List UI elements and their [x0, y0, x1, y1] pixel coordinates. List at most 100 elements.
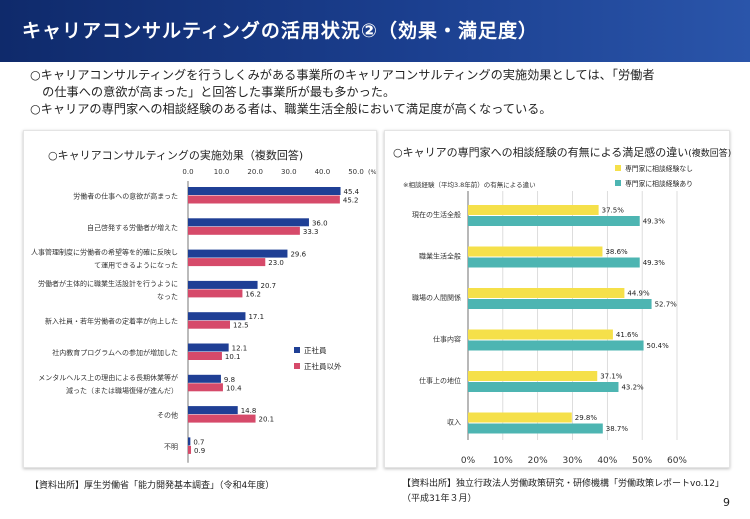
- data-label: 49.3%: [643, 218, 666, 226]
- category-label: 新入社員・若年労働者の定着率が向上した: [45, 317, 178, 326]
- bar: [188, 383, 223, 392]
- x-tick-label: 10%: [493, 456, 513, 466]
- data-label: 50.4%: [647, 342, 670, 350]
- category-label: 仕事上の地位: [419, 376, 461, 385]
- bar: [188, 195, 340, 204]
- x-tick-label: 60%: [667, 456, 687, 466]
- data-label: 37.5%: [602, 207, 625, 215]
- x-tick-label: 20.0: [247, 168, 263, 176]
- data-label: 44.9%: [627, 290, 650, 298]
- data-label: 36.0: [312, 219, 328, 227]
- title-bar: キャリアコンサルティングの活用状況②（効果・満足度）: [0, 0, 750, 62]
- bar: [188, 406, 238, 415]
- bar: [468, 299, 652, 309]
- left-chart-svg: 0.0 10.0 20.0 30.0 40.0 50.0 (%) 労働者の仕事への意欲が高まっ…: [31, 168, 376, 463]
- legend-label: 専門家に相談経験あり: [625, 179, 693, 188]
- legend-label: 専門家に相談経験なし: [625, 164, 693, 173]
- summary-bullets: ○キャリアコンサルティングを行うしくみがある事業所のキャリアコンサルティングの実…: [30, 67, 730, 118]
- bar: [188, 445, 192, 454]
- category-label: て運用できるようになった: [94, 261, 178, 270]
- right-chart-title-main: ○キャリアの専門家への相談経験の有無による満足感の違い: [393, 146, 689, 159]
- legend-swatch: [615, 165, 621, 171]
- category-label: 人事管理制度に労働者の希望等を的確に反映し: [31, 248, 178, 257]
- right-chart-title: ○キャリアの専門家への相談経験の有無による満足感の違い(複数回答): [393, 144, 731, 160]
- x-tick-label: 30%: [562, 456, 582, 466]
- x-tick-label: 30.0: [281, 168, 297, 176]
- category-label: 収入: [447, 419, 461, 427]
- bullet-line-1: ○キャリアコンサルティングを行うしくみがある事業所のキャリアコンサルティングの実…: [30, 68, 655, 82]
- category-label: 労働者の仕事への意欲が高まった: [73, 192, 178, 201]
- source-right-line-1: 【資料出所】独立行政法人労働政策研究・研修機構「労働政策レポートvo.12」: [402, 479, 724, 489]
- bar: [468, 371, 598, 381]
- category-label: 職場の人間関係: [412, 293, 461, 302]
- bar: [188, 218, 309, 227]
- x-tick-label: 10.0: [214, 168, 230, 176]
- data-label: 10.1: [225, 353, 241, 361]
- bar: [188, 312, 246, 321]
- bar: [468, 288, 625, 298]
- bar: [188, 414, 256, 423]
- bar: [188, 258, 266, 267]
- category-label: 減った（または職場復帰が進んだ）: [66, 386, 178, 395]
- bar: [468, 329, 613, 340]
- source-left: 【資料出所】厚生労働省「能力開発基本調査」（令和4年度）: [30, 481, 275, 491]
- category-label: 社内教育プログラムへの参加が増加した: [52, 348, 178, 357]
- data-label: 29.6: [290, 251, 306, 259]
- x-tick-label: 50%: [632, 456, 652, 466]
- data-label: 17.1: [248, 313, 264, 321]
- legend-label: 正社員: [304, 345, 327, 355]
- data-label: 23.0: [268, 259, 284, 267]
- bar: [468, 340, 644, 351]
- data-label: 41.6%: [616, 331, 639, 339]
- data-label: 12.1: [232, 345, 248, 353]
- bar: [468, 257, 640, 268]
- bar: [188, 352, 222, 360]
- data-label: 37.1%: [600, 373, 623, 381]
- right-chart-title-note: (複数回答): [688, 149, 732, 159]
- category-label: 不明: [164, 443, 178, 451]
- data-label: 45.2: [343, 197, 359, 205]
- category-label: なった: [157, 293, 178, 301]
- category-label: メンタルヘルス上の理由による長期休業等が: [38, 373, 178, 382]
- x-tick-label: 20%: [528, 456, 548, 466]
- bar: [468, 205, 599, 215]
- x-unit-label: (%): [368, 168, 376, 176]
- data-label: 0.7: [193, 438, 204, 446]
- right-chart-svg: ※相談経験（平均3.8年前）の有無による違い 0% 10% 20% 30% 40% 50% 6…: [403, 164, 693, 466]
- bullet-line-3: ○キャリアの専門家への相談経験のある者は、職業生活全般において満足度が高くなって…: [30, 102, 552, 116]
- left-chart-title: ○キャリアコンサルティングの実施効果（複数回答): [48, 149, 304, 162]
- bar: [468, 216, 640, 226]
- x-tick-label: 0%: [461, 456, 476, 466]
- legend-swatch: [294, 363, 300, 369]
- data-label: 49.3%: [643, 259, 666, 267]
- data-label: 16.2: [245, 290, 261, 298]
- category-label: 労働者が主体的に職業生活設計を行うように: [38, 279, 178, 288]
- bar: [188, 437, 191, 446]
- bar: [188, 249, 288, 258]
- bar: [188, 289, 243, 298]
- page-number: 9: [723, 496, 730, 509]
- bar: [188, 343, 229, 352]
- bar: [188, 226, 300, 235]
- page-title: キャリアコンサルティングの活用状況②（効果・満足度）: [22, 20, 538, 42]
- data-label: 10.4: [226, 384, 242, 392]
- legend-swatch: [615, 180, 621, 186]
- category-label: 現在の生活全般: [412, 210, 461, 219]
- left-chart-panel: ○キャリアコンサルティングの実施効果（複数回答) 0.0 10.0 20.0 30.0…: [23, 130, 377, 468]
- data-label: 29.8%: [575, 414, 598, 422]
- data-label: 52.7%: [655, 301, 678, 309]
- legend-label: 正社員以外: [304, 361, 342, 371]
- bar: [468, 382, 619, 392]
- x-tick-label: 0.0: [182, 168, 193, 176]
- bar: [468, 246, 603, 257]
- bar: [468, 423, 603, 434]
- category-label: 職業生活全般: [419, 252, 461, 261]
- bar: [188, 187, 341, 195]
- data-label: 12.5: [233, 322, 249, 330]
- data-label: 33.3: [303, 228, 319, 236]
- data-label: 9.8: [224, 376, 235, 384]
- category-label: その他: [157, 411, 178, 420]
- bar: [188, 280, 258, 289]
- x-tick-label: 40%: [597, 456, 617, 466]
- data-label: 20.1: [259, 416, 275, 424]
